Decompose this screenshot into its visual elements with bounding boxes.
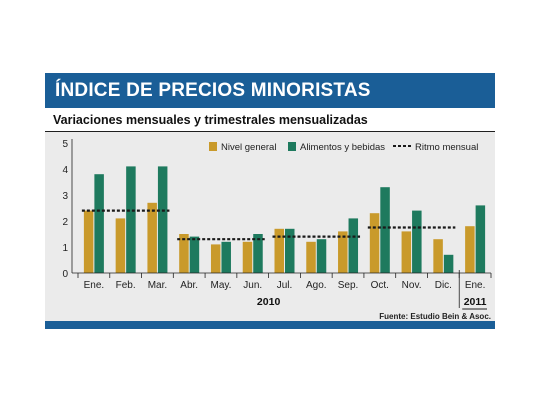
bar-alimentos — [412, 210, 422, 273]
title-bar: ÍNDICE DE PRECIOS MINORISTAS — [45, 73, 495, 108]
bar-alimentos — [316, 239, 327, 273]
bar-nivel-general — [242, 241, 253, 273]
bar-nivel-general — [274, 228, 284, 273]
bar-nivel-general — [369, 213, 380, 273]
bar-alimentos — [475, 205, 486, 273]
ritmo-mensual-lines — [81, 209, 456, 241]
x-tick-label: Jul. — [277, 280, 293, 291]
x-tick-label: Feb. — [116, 280, 136, 291]
bottom-bar — [45, 321, 495, 329]
y-axis: 0 1 2 3 4 5 — [62, 139, 73, 280]
x-tick-label: Oct. — [371, 280, 389, 291]
x-axis: Ene. Feb. Mar. Abr. May. Jun. Jul. Ago. Sep. Oct.… — [72, 270, 492, 310]
bars — [83, 166, 486, 273]
source-note: Fuente: Estudio Bein & Asoc. — [379, 312, 491, 321]
y-tick-label: 5 — [62, 139, 68, 150]
bar-nivel-general — [179, 234, 189, 273]
bar-nivel-general — [210, 244, 221, 273]
y-tick-label: 3 — [62, 191, 68, 202]
legend-nivel-general-swatch — [209, 142, 217, 151]
bar-chart: 0 1 2 3 4 5 Ene. Feb. Mar. Abr. May. Jun. Jul. Ago. S… — [45, 132, 495, 328]
y-tick-label: 4 — [62, 165, 68, 176]
year-label: 2010 — [257, 296, 281, 308]
bar-alimentos — [443, 254, 454, 273]
bar-alimentos — [126, 166, 136, 273]
chart-subtitle: Variaciones mensuales y trimestrales men… — [53, 113, 368, 127]
legend-nivel-general-label: Nivel general — [221, 142, 276, 153]
legend-alimentos-label: Alimentos y bebidas — [300, 142, 385, 153]
legend-ritmo-label: Ritmo mensual — [415, 142, 478, 153]
subtitle-rule — [45, 131, 495, 132]
y-tick-label: 2 — [62, 217, 68, 228]
bar-nivel-general — [338, 231, 348, 273]
y-tick-label: 1 — [62, 243, 68, 254]
x-tick-label: Ene. — [465, 280, 486, 291]
bar-alimentos — [348, 218, 359, 273]
bar-nivel-general — [83, 210, 94, 273]
legend: Nivel general Alimentos y bebidas Ritmo me… — [209, 142, 478, 153]
legend-alimentos-swatch — [288, 142, 296, 151]
bar-alimentos — [221, 241, 231, 273]
x-tick-label: Sep. — [338, 280, 359, 291]
bar-nivel-general — [465, 226, 475, 273]
x-tick-label: May. — [210, 280, 231, 291]
y-tick-label: 0 — [62, 269, 68, 280]
year-label: 2011 — [464, 296, 487, 308]
x-tick-label: Ene. — [84, 280, 105, 291]
bar-nivel-general — [115, 218, 126, 273]
x-tick-label: Ago. — [306, 280, 327, 291]
x-tick-label: Mar. — [148, 280, 167, 291]
bar-alimentos — [157, 166, 168, 273]
x-tick-label: Jun. — [243, 280, 262, 291]
bar-alimentos — [189, 236, 200, 273]
x-tick-label: Dic. — [435, 280, 452, 291]
bar-nivel-general — [401, 231, 412, 273]
x-tick-label: Nov. — [402, 280, 422, 291]
bar-alimentos — [285, 228, 295, 273]
chart-title: ÍNDICE DE PRECIOS MINORISTAS — [55, 80, 371, 101]
bar-alimentos — [380, 187, 390, 273]
bar-nivel-general — [147, 202, 157, 273]
bar-alimentos — [94, 174, 104, 273]
bar-nivel-general — [433, 239, 443, 273]
bar-alimentos — [253, 234, 263, 273]
x-tick-label: Abr. — [180, 280, 198, 291]
bar-nivel-general — [306, 241, 316, 273]
